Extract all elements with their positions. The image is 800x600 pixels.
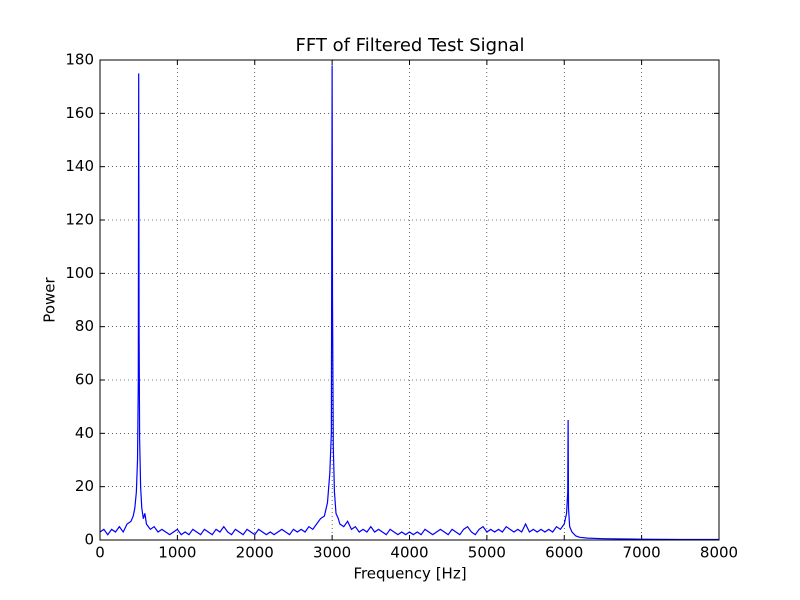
- y-tick-label: 100: [65, 264, 94, 282]
- y-tick-label: 80: [75, 317, 94, 335]
- y-tick-label: 0: [84, 531, 94, 549]
- x-tick-label: 5000: [468, 544, 506, 562]
- x-tick-label: 0: [95, 544, 105, 562]
- x-tick-label: 8000: [700, 544, 738, 562]
- y-tick-label: 180: [65, 51, 94, 69]
- x-tick-label: 4000: [390, 544, 428, 562]
- chart-title: FFT of Filtered Test Signal: [295, 35, 524, 56]
- y-tick-label: 60: [75, 371, 94, 389]
- x-tick-label: 6000: [545, 544, 583, 562]
- data-line: [99, 65, 719, 541]
- y-tick-label: 160: [65, 104, 94, 122]
- y-tick-label: 40: [75, 424, 94, 442]
- y-axis-label: Power: [41, 276, 59, 322]
- y-tick-label: 120: [65, 211, 94, 229]
- x-tick-label: 1000: [158, 544, 196, 562]
- x-tick-label: 3000: [313, 544, 351, 562]
- x-tick-label: 7000: [623, 544, 661, 562]
- x-axis-label: Frequency [Hz]: [353, 565, 466, 583]
- y-tick-label: 20: [75, 477, 94, 495]
- plot-frame: [99, 59, 720, 541]
- y-tick-label: 140: [65, 157, 94, 175]
- x-tick-label: 2000: [236, 544, 274, 562]
